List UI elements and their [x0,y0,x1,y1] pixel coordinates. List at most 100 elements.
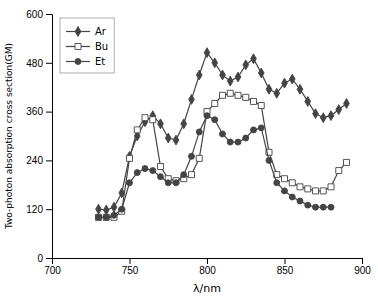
legend-swatch-marker [75,44,81,50]
y-tick-mark [46,160,52,161]
series-line [99,116,332,218]
point-marker [111,212,117,218]
point-marker [274,180,280,186]
point-marker [196,155,202,161]
point-marker [158,164,164,170]
y-tick-mark [46,14,52,15]
point-marker [103,205,109,215]
series-line [99,93,347,217]
x-tick: 850 [277,258,294,276]
y-tick-label: 240 [26,155,43,166]
point-marker [297,184,303,190]
point-marker [212,100,218,106]
point-marker [251,54,257,64]
point-marker [165,180,171,186]
point-marker [274,88,280,98]
y-tick-mark [46,258,52,259]
y-tick-mark [46,209,52,210]
x-tick-mark [207,258,208,264]
point-marker [336,105,342,115]
y-tick: 0 [37,253,52,264]
point-marker [266,84,272,94]
point-marker [313,109,319,119]
plot-area: 7007508008509000120240360480600ArBuEt [26,9,371,276]
point-marker [251,98,257,104]
point-marker [235,92,241,98]
point-marker [305,202,311,208]
point-marker [158,119,164,129]
point-marker [173,180,179,186]
point-marker [328,184,334,190]
data-layer [96,48,350,221]
point-marker [181,172,187,178]
y-tick: 120 [26,204,52,215]
point-marker [320,204,326,210]
point-marker [165,133,171,143]
x-tick: 700 [44,258,61,276]
point-marker [289,74,295,84]
legend-item: Ar [66,26,107,37]
point-marker [204,48,210,58]
x-tick-label: 900 [354,265,371,276]
point-marker [96,214,102,220]
point-marker [336,168,342,174]
point-marker [258,125,264,131]
legend-item: Et [66,56,105,67]
point-marker [320,113,326,123]
x-tick-label: 750 [122,265,139,276]
point-marker [127,155,133,161]
point-marker [282,78,288,88]
x-tick-mark [362,258,363,264]
point-marker [227,90,233,96]
point-marker [328,204,334,210]
point-marker [305,97,311,107]
point-marker [189,172,195,178]
point-marker [243,94,249,100]
point-marker [243,135,249,141]
y-tick: 360 [26,106,52,117]
point-marker [196,70,202,80]
point-marker [313,188,319,194]
point-marker [297,198,303,204]
y-tick: 240 [26,155,52,166]
point-marker [220,70,226,80]
point-marker [289,180,295,186]
legend-label: Et [95,56,105,67]
x-tick: 900 [354,258,371,276]
point-marker [227,76,233,86]
point-marker [158,174,164,180]
x-tick-label: 850 [277,265,294,276]
point-marker [204,113,210,119]
point-marker [134,127,140,133]
legend-label: Ar [95,26,107,37]
x-tick-mark [285,258,286,264]
y-axis: 0120240360480600 [26,9,52,264]
x-axis: 700750800850900 [44,258,371,276]
point-marker [134,170,140,176]
y-tick-label: 120 [26,204,43,215]
point-marker [251,127,257,133]
point-marker [103,214,109,220]
point-marker [181,119,187,129]
point-marker [305,186,311,192]
legend-frame [60,18,114,73]
point-marker [103,214,109,220]
legend: ArBuEt [60,18,114,73]
point-marker [142,115,148,121]
point-marker [220,131,226,137]
point-marker [220,92,226,98]
point-marker [282,176,288,182]
point-marker [96,214,102,220]
point-marker [96,204,102,214]
point-marker [142,166,148,172]
x-axis-title: λ/nm [193,282,221,295]
y-tick: 600 [26,9,52,20]
point-marker [127,180,133,186]
point-marker [196,129,202,135]
y-tick-mark [46,63,52,64]
point-marker [243,60,249,70]
y-tick-label: 360 [26,106,43,117]
point-marker [111,202,117,212]
point-marker [173,135,179,145]
y-axis-line [46,15,53,259]
